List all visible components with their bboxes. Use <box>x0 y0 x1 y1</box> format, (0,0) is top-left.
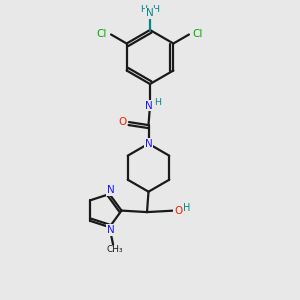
Text: N: N <box>145 100 152 111</box>
Text: O: O <box>174 206 182 216</box>
Text: O: O <box>118 117 127 127</box>
Text: N: N <box>107 185 115 196</box>
Text: H: H <box>140 5 148 14</box>
Text: N: N <box>146 8 154 19</box>
Text: N: N <box>107 225 115 235</box>
Text: Cl: Cl <box>97 29 107 40</box>
Text: N: N <box>145 139 152 149</box>
Text: Cl: Cl <box>193 29 203 40</box>
Text: CH₃: CH₃ <box>106 245 123 254</box>
Text: H: H <box>152 5 160 14</box>
Text: H: H <box>183 203 190 213</box>
Text: H: H <box>154 98 161 107</box>
